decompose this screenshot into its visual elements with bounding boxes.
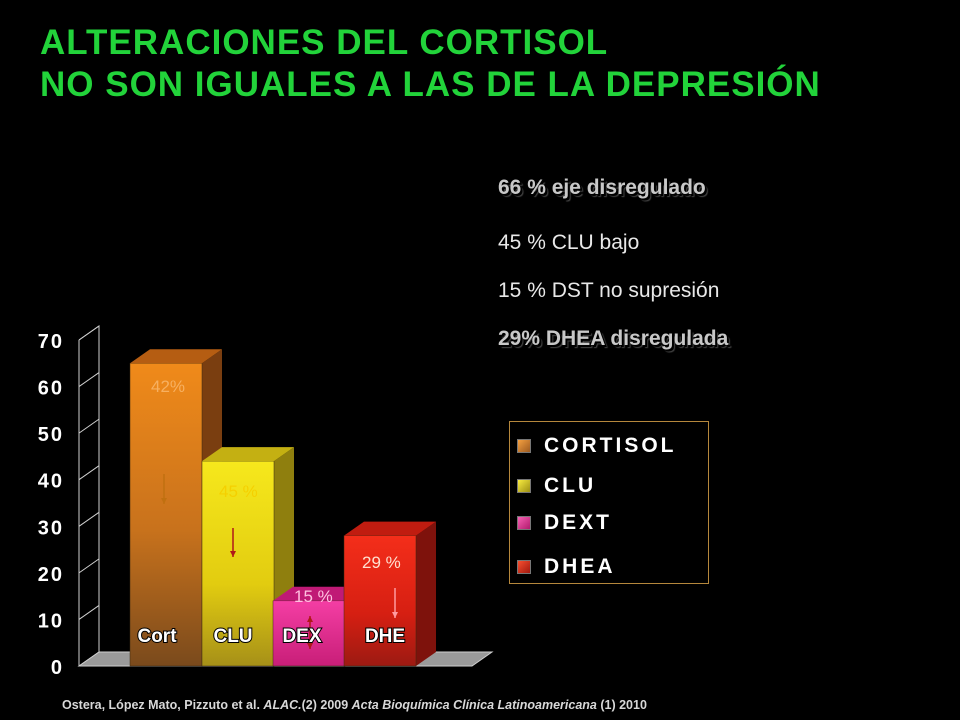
- citation-journal-1: ALAC.: [263, 698, 302, 712]
- y-tick-label: 0: [51, 657, 64, 679]
- citation: Ostera, López Mato, Pizzuto et al. ALAC.…: [62, 698, 647, 712]
- grid-diagonal: [78, 605, 100, 620]
- legend-label-clu: CLU: [544, 474, 597, 497]
- legend-swatch-dhea: [517, 560, 531, 574]
- citation-authors: Ostera, López Mato, Pizzuto et al.: [62, 698, 264, 712]
- grid-diagonal: [78, 372, 100, 387]
- legend-item-clu: CLU: [517, 474, 596, 498]
- page-title: ALTERACIONES DEL CORTISOL NO SON IGUALES…: [40, 22, 821, 106]
- arrow-head: [161, 498, 167, 504]
- y-tick-label: 30: [38, 517, 64, 539]
- grid-diagonal: [78, 418, 100, 434]
- bar-dhe: [343, 535, 417, 667]
- arrow-head: [230, 551, 236, 557]
- bar-cort: [129, 363, 203, 667]
- legend-label-dext: DEXT: [544, 511, 613, 534]
- bar-side-dhe: [416, 521, 436, 666]
- bar-value-label: 45 %: [219, 482, 258, 501]
- legend-label-cortisol: CORTISOL: [544, 434, 677, 457]
- arrow-head-up: [307, 616, 313, 622]
- stat-clu: 45 % CLU bajo: [498, 231, 640, 254]
- bar-top-dhe: [344, 521, 436, 536]
- category-label-cort: Cort: [137, 626, 177, 647]
- bar-top-cort: [130, 349, 222, 364]
- bar-chart: 0 10 20 30 40 50 60 70 42% 45 % 15 % 29 % Cort CLU DE…: [38, 325, 494, 679]
- y-tick-label: 50: [38, 424, 64, 446]
- citation-tail: (1) 2010: [596, 698, 647, 712]
- arrow-head: [307, 643, 313, 649]
- bar-dex: [272, 600, 346, 667]
- legend-swatch-dext: [517, 516, 531, 530]
- y-tick-label: 10: [38, 610, 64, 632]
- legend-swatch-cortisol: [517, 439, 531, 453]
- y-tick-label: 60: [38, 378, 64, 400]
- grid-diagonal: [78, 511, 100, 527]
- category-label-dhe: DHE: [365, 626, 405, 647]
- chart-legend: CORTISOL CLU DEXT DHEA: [509, 421, 709, 584]
- legend-item-cortisol: CORTISOL: [517, 434, 677, 458]
- stat-eje: 66 % eje disregulado: [498, 176, 706, 199]
- bar-top-clu: [202, 447, 294, 462]
- y-tick-label: 20: [38, 564, 64, 586]
- category-label-dex: DEX: [282, 626, 321, 647]
- legend-swatch-clu: [517, 479, 531, 493]
- title-line-1: ALTERACIONES DEL CORTISOL: [40, 23, 609, 62]
- stat-dst: 15 % DST no supresión: [498, 279, 720, 302]
- y-tick-label: 70: [38, 331, 64, 353]
- y-tick-label: 40: [38, 471, 64, 493]
- bar-top-dex: [273, 586, 365, 601]
- stat-dhea: 29% DHEA disregulada: [498, 327, 729, 350]
- legend-item-dhea: DHEA: [517, 555, 616, 579]
- arrow-head: [392, 612, 398, 618]
- title-line-2: NO SON IGUALES A LAS DE LA DEPRESIÓN: [40, 65, 821, 104]
- citation-journal-2: Acta Bioquímica Clínica Latinoamericana: [351, 698, 597, 712]
- citation-mid: (2) 2009: [301, 698, 352, 712]
- legend-item-dext: DEXT: [517, 511, 612, 535]
- grid-diagonal: [78, 325, 100, 341]
- bar-value-label: 15 %: [294, 587, 333, 606]
- bar-value-label: 29 %: [362, 553, 401, 572]
- bar-clu: [201, 460, 275, 667]
- grid-diagonal: [78, 465, 100, 481]
- bar-value-label: 42%: [151, 377, 185, 396]
- legend-label-dhea: DHEA: [544, 555, 616, 578]
- chart-bars: [129, 349, 436, 667]
- chart-labels: 42% 45 % 15 % 29 % Cort CLU DEX DHE: [136, 377, 406, 649]
- grid-diagonal: [78, 558, 100, 574]
- category-label-clu: CLU: [213, 626, 252, 647]
